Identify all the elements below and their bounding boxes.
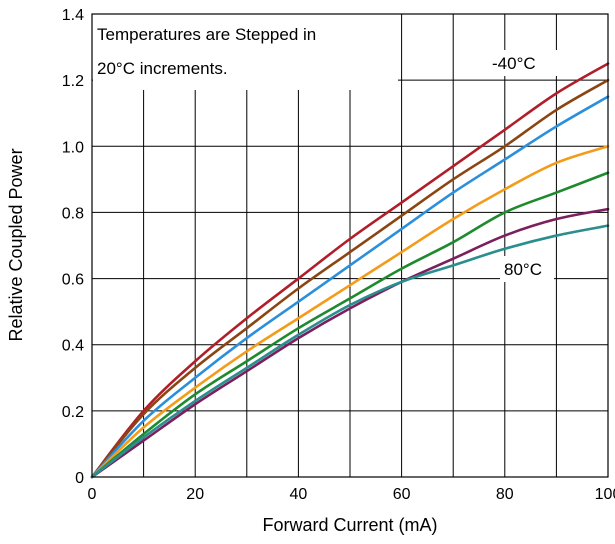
annotation-bottom-label: 80°C	[504, 260, 542, 279]
plot-frame	[91, 13, 609, 478]
x-tick-label: 80	[496, 486, 514, 503]
y-tick-labels: 0 0.2 0.4 0.6 0.8 1.0 1.2 1.4	[62, 7, 84, 487]
series-line-3	[90, 95, 610, 479]
x-tick-labels: 0 20 40 60 80 100	[88, 486, 615, 503]
note-box	[93, 14, 398, 90]
series-line-1	[90, 62, 610, 479]
series-line-5	[90, 171, 610, 479]
annotation-top-label: -40°C	[492, 54, 536, 73]
y-tick-label: 1.2	[62, 73, 84, 90]
x-axis-title: Forward Current (mA)	[262, 515, 437, 535]
y-tick-label: 0.8	[62, 205, 84, 222]
series-line-6	[90, 207, 610, 479]
y-tick-label: 0.2	[62, 404, 84, 421]
grid	[92, 14, 608, 477]
top-label-box	[488, 50, 560, 76]
series-group	[90, 62, 610, 479]
y-tick-label: 1.0	[62, 139, 84, 156]
annotation-note-line1: Temperatures are Stepped in	[97, 25, 316, 44]
y-tick-label: 1.4	[62, 7, 84, 24]
x-tick-label: 60	[393, 486, 411, 503]
bottom-label-box	[500, 256, 554, 282]
series-line-2	[90, 78, 610, 479]
y-tick-label: 0.4	[62, 338, 84, 355]
annotation-note-line2: 20°C increments.	[97, 59, 228, 78]
x-tick-label: 0	[88, 486, 97, 503]
series-line-7	[90, 224, 610, 479]
y-tick-label: 0.6	[62, 272, 84, 289]
series-line-4	[90, 144, 610, 479]
y-tick-label: 0	[75, 470, 84, 487]
x-tick-label: 40	[290, 486, 308, 503]
y-axis-title: Relative Coupled Power	[6, 148, 26, 341]
x-tick-label: 100	[595, 486, 615, 503]
x-tick-label: 20	[186, 486, 204, 503]
